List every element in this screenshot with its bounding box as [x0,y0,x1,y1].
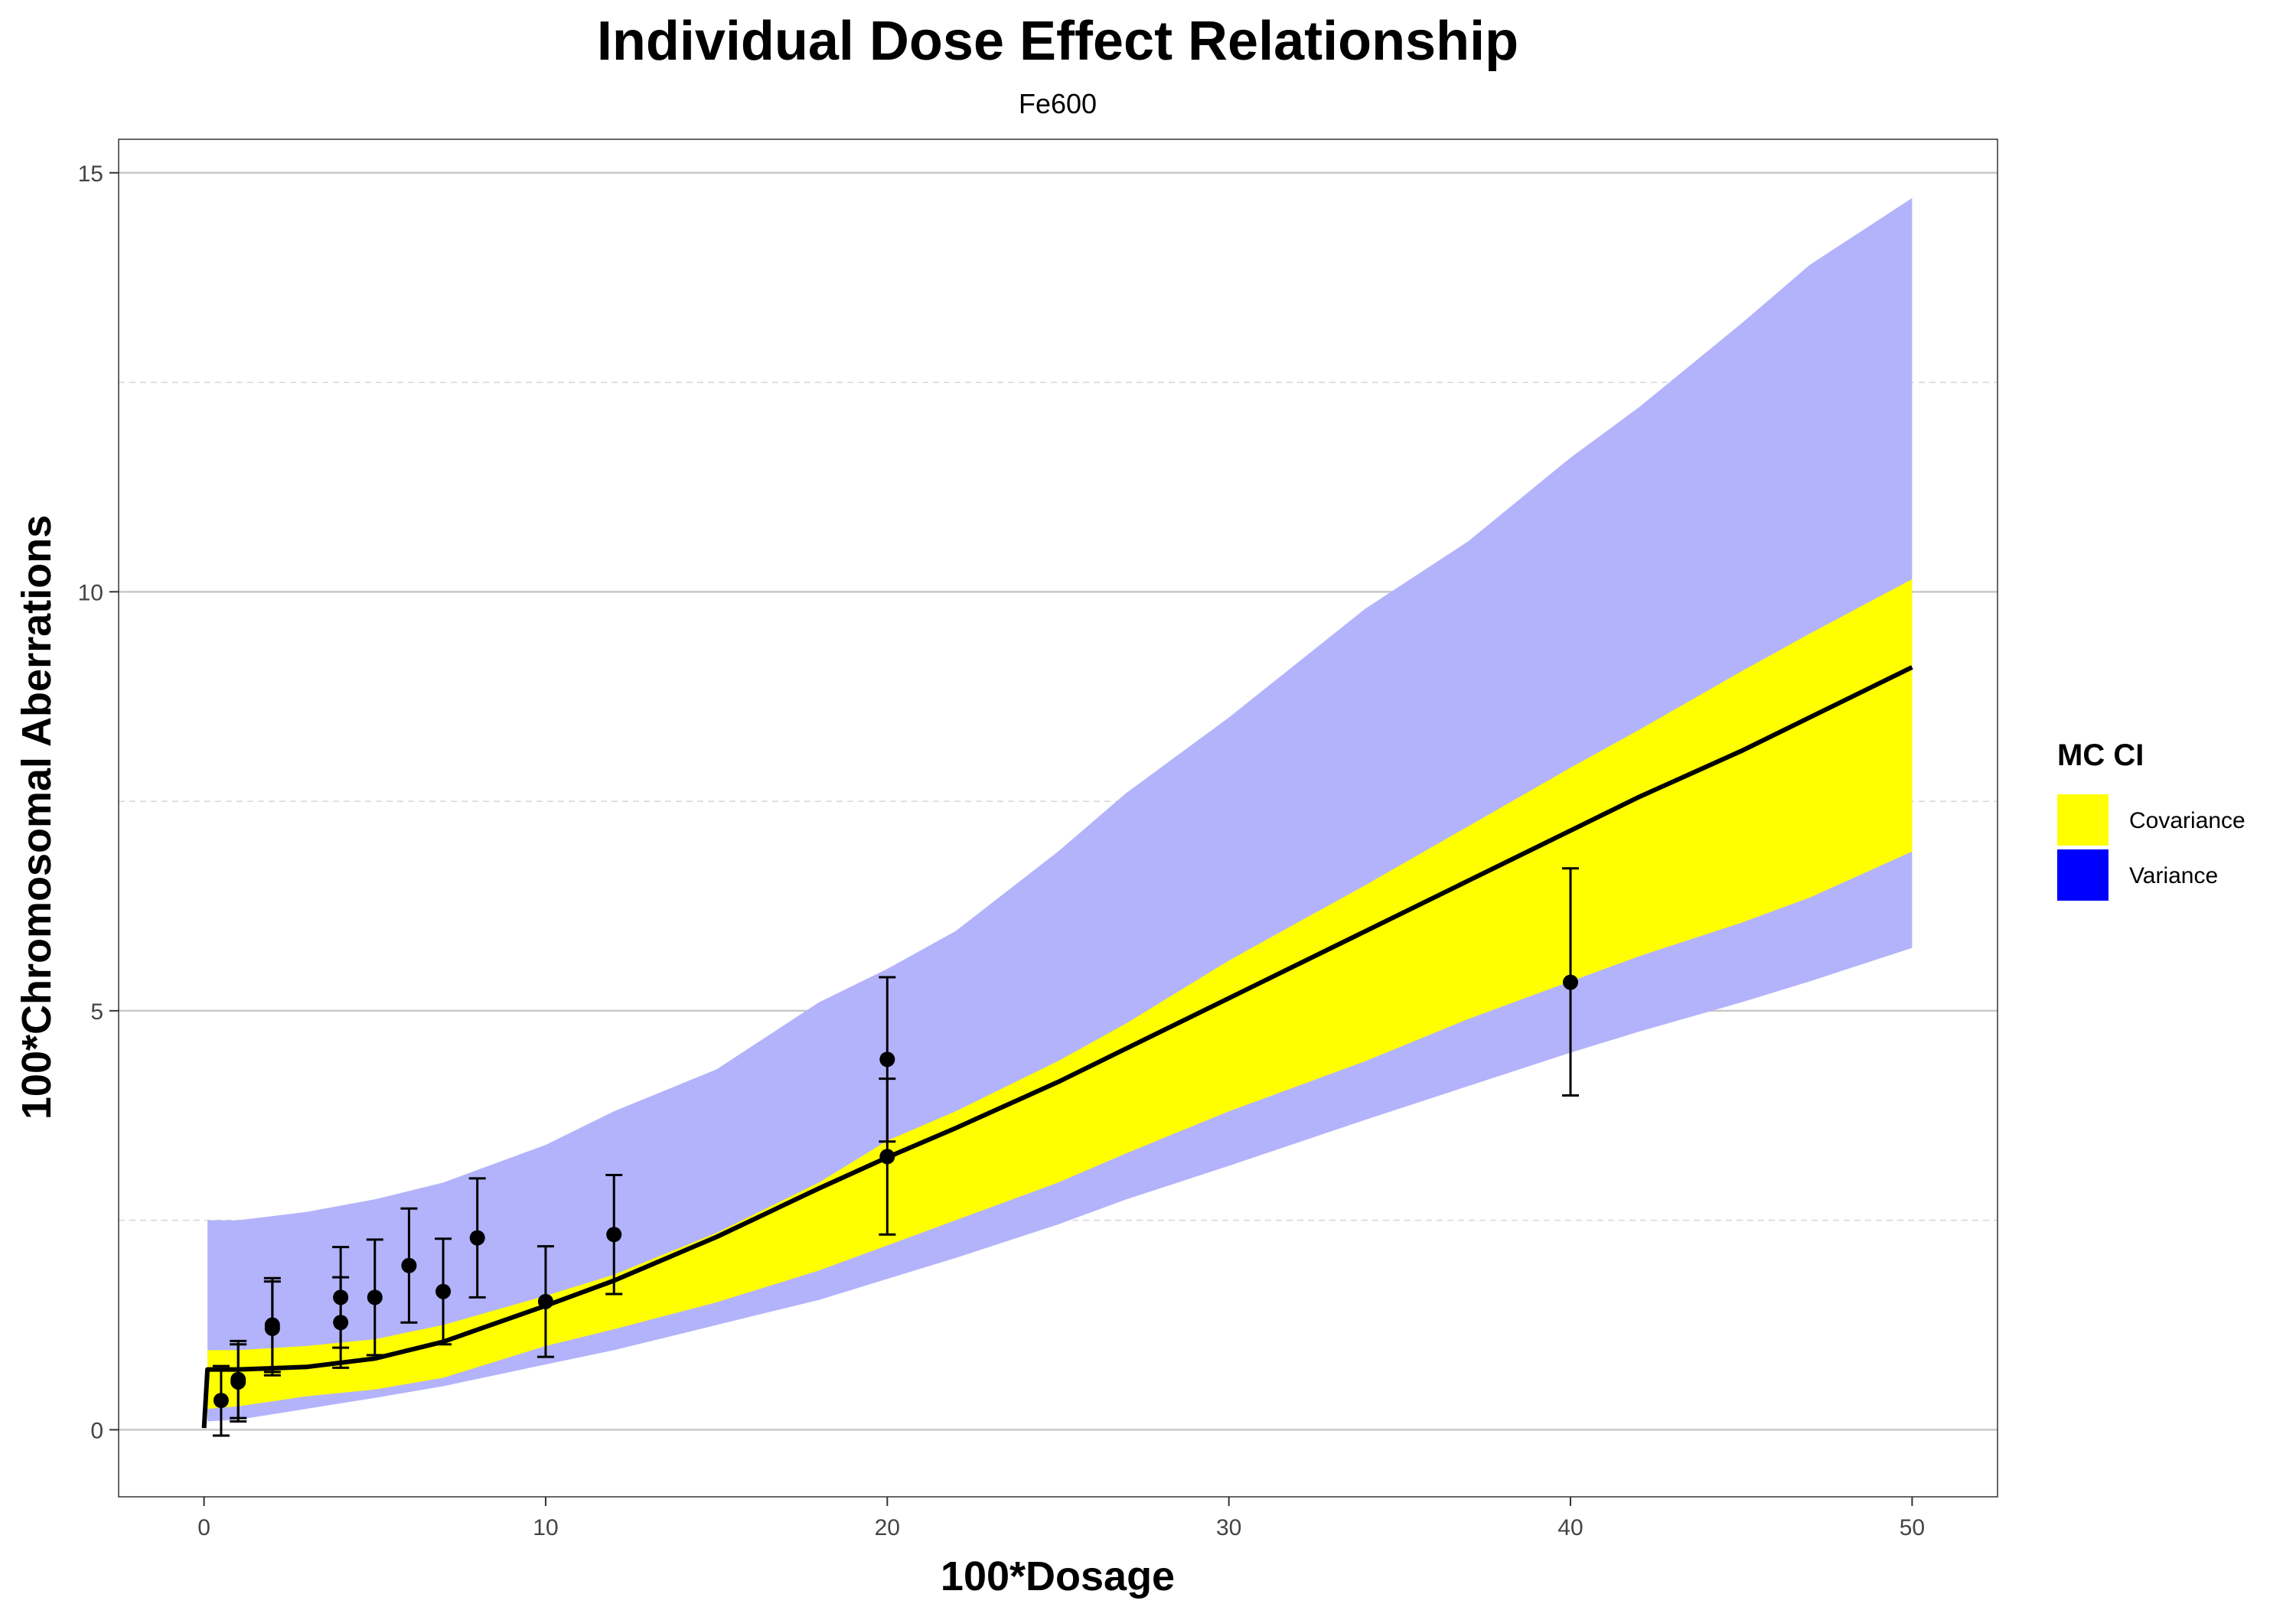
data-point [230,1371,246,1387]
y-tick-label: 0 [90,1418,103,1443]
legend-label-variance: Variance [2129,863,2218,888]
data-point [367,1289,383,1305]
data-point [606,1227,622,1243]
data-point [469,1230,485,1246]
legend: MC CI Covariance Variance [2057,738,2245,901]
x-tick-label: 10 [533,1515,558,1540]
data-point [333,1315,349,1331]
x-tick-label: 20 [875,1515,900,1540]
data-point [333,1289,349,1305]
x-tick-label: 30 [1216,1515,1241,1540]
chart-subtitle: Fe600 [1019,88,1097,119]
legend-label-covariance: Covariance [2129,808,2245,833]
x-axis: 0 10 20 30 40 50 [197,1497,1925,1540]
y-axis: 0 5 10 15 [78,161,119,1443]
variance-band [207,197,1913,1422]
y-axis-title: 100*Chromosomal Aberrations [14,515,60,1120]
x-tick-label: 40 [1557,1515,1583,1540]
data-point [879,1051,895,1068]
data-point [435,1283,452,1299]
data-point [401,1257,417,1273]
data-point [1563,974,1579,990]
data-point [537,1293,553,1309]
y-tick-label: 15 [78,161,103,187]
data-points [213,974,1579,1409]
x-tick-label: 0 [197,1515,210,1540]
legend-swatch-covariance [2057,794,2108,846]
data-point [264,1317,280,1333]
x-tick-label: 50 [1900,1515,1925,1540]
y-tick-label: 10 [78,580,103,605]
chart-title: Individual Dose Effect Relationship [597,11,1518,72]
x-axis-title: 100*Dosage [941,1553,1175,1599]
legend-title: MC CI [2057,738,2144,772]
confidence-bands [207,197,1913,1422]
plot-panel-border [118,139,1998,1498]
legend-swatch-variance [2057,849,2108,901]
data-point [879,1149,895,1165]
data-point [213,1393,229,1409]
y-tick-label: 5 [90,999,103,1025]
